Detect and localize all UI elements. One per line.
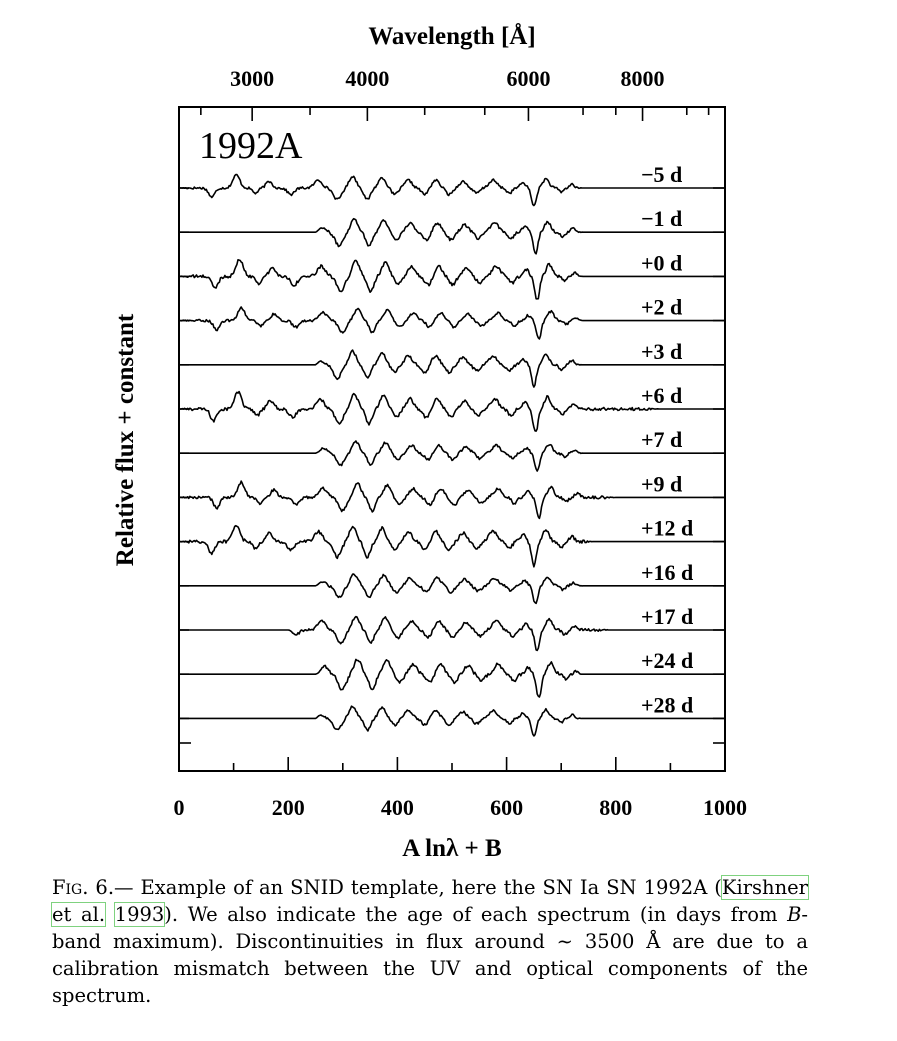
citation-link-year[interactable]: 1993	[113, 902, 166, 927]
figure-caption: Fig. 6.— Example of an SNID template, he…	[50, 874, 810, 1009]
x-tick-label-800: 800	[599, 795, 632, 820]
y-axis-title: Relative flux + constant	[112, 313, 139, 566]
spectrum-+2d	[179, 306, 725, 340]
epoch-label-12: +28 d	[641, 692, 693, 717]
x-tick-label-600: 600	[490, 795, 523, 820]
top-tick-label-8000: 8000	[621, 66, 665, 91]
caption-text-3: -band maximum). Discontinuities in flux …	[52, 903, 808, 1007]
epoch-label-5: +6 d	[641, 383, 682, 408]
epoch-label-6: +7 d	[641, 427, 682, 452]
epoch-label-4: +3 d	[641, 339, 682, 364]
spectrum-+6d	[178, 390, 725, 432]
epoch-label-8: +12 d	[641, 516, 693, 541]
spectrum-−5d	[178, 173, 725, 207]
spectrum-−1d	[179, 217, 725, 255]
spectrum-+0d	[179, 259, 725, 300]
x-tick-label-400: 400	[381, 795, 414, 820]
caption-text-1: — Example of an SNID template, here the …	[114, 876, 722, 899]
epoch-label-0: −5 d	[641, 162, 682, 187]
spectrum-+3d	[179, 349, 725, 388]
x-tick-label-200: 200	[272, 795, 305, 820]
spectrum-+24d	[179, 658, 725, 698]
x-tick-label-0: 0	[174, 795, 185, 820]
top-tick-label-4000: 4000	[345, 66, 389, 91]
epoch-labels: −5 d −1 d +0 d +2 d +3 d +6 d +7 d +9 d +12 d +16…	[641, 162, 693, 717]
spectra-figure: Wavelength [Å] 3000 4000 6000 8000 Relative…	[112, 22, 748, 862]
top-tick-label-3000: 3000	[230, 66, 274, 91]
citation-link-authors[interactable]: Kirshner et al.	[50, 875, 810, 927]
spectrum-+16d	[179, 573, 725, 605]
x-tick-label-1000: 1000	[703, 795, 747, 820]
epoch-label-3: +2 d	[641, 295, 682, 320]
caption-band: B	[787, 903, 802, 926]
top-axis-title: Wavelength [Å]	[368, 22, 535, 50]
epoch-label-7: +9 d	[641, 471, 682, 496]
bottom-tick-labels: 0 200 400 600 800 1000	[174, 795, 748, 820]
caption-fig-label: Fig. 6.	[52, 876, 115, 899]
spectrum-+7d	[179, 440, 725, 472]
epoch-label-2: +0 d	[641, 250, 682, 275]
spectra-group	[178, 173, 725, 737]
epoch-label-9: +16 d	[641, 560, 693, 585]
spectrum-+12d	[178, 524, 725, 568]
spectrum-+9d	[178, 480, 725, 520]
top-tick-label-6000: 6000	[506, 66, 550, 91]
x-axis-title: A lnλ + B	[402, 835, 501, 862]
spectrum-+28d	[179, 705, 725, 737]
epoch-label-11: +24 d	[641, 648, 693, 673]
epoch-label-10: +17 d	[641, 604, 693, 629]
top-tick-labels: 3000 4000 6000 8000	[230, 66, 664, 91]
panel-label: 1992A	[199, 125, 303, 167]
epoch-label-1: −1 d	[641, 206, 682, 231]
caption-text-2: ). We also indicate the age of each spec…	[164, 903, 788, 926]
spectrum-+17d	[179, 615, 725, 652]
